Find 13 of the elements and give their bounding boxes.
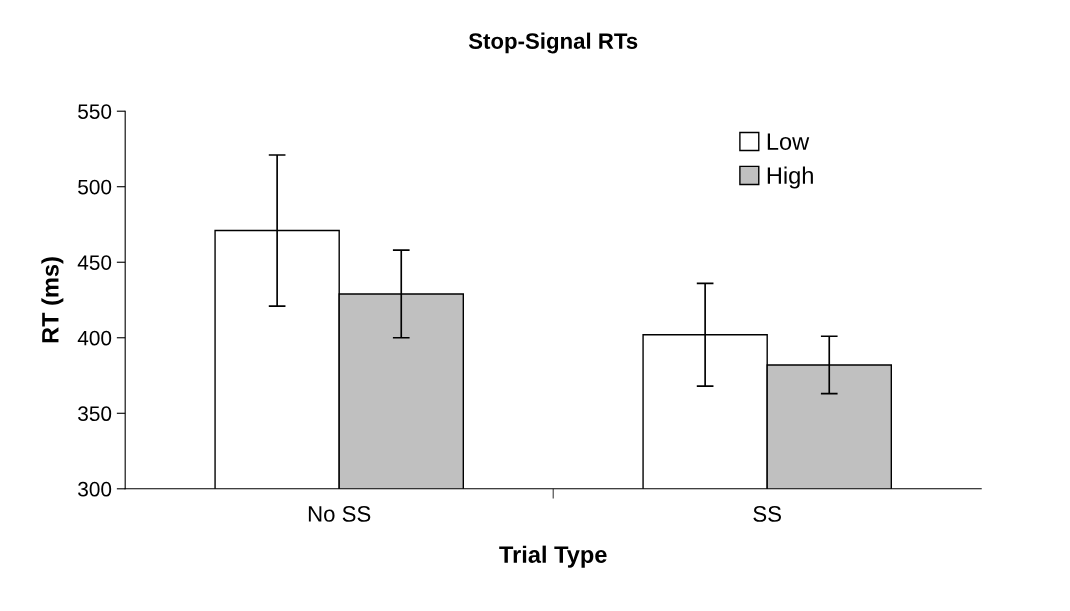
y-tick-label: 300	[78, 481, 112, 497]
x-tick-label: No SS	[308, 506, 371, 522]
x-tick-label: SS	[753, 506, 781, 522]
legend-label: Low	[767, 133, 810, 150]
y-tick-label: 500	[78, 179, 112, 195]
x-axis-title: Trial Type	[499, 545, 607, 568]
legend-label: High	[767, 166, 813, 189]
y-tick-label: 400	[77, 330, 112, 346]
y-tick-label: 550	[78, 104, 112, 119]
y-axis-title: RT (ms)	[41, 257, 64, 343]
chart-title: Stop-Signal RTs	[468, 32, 638, 54]
y-tick-label: 350	[78, 406, 112, 422]
y-tick-label: 450	[77, 255, 112, 270]
